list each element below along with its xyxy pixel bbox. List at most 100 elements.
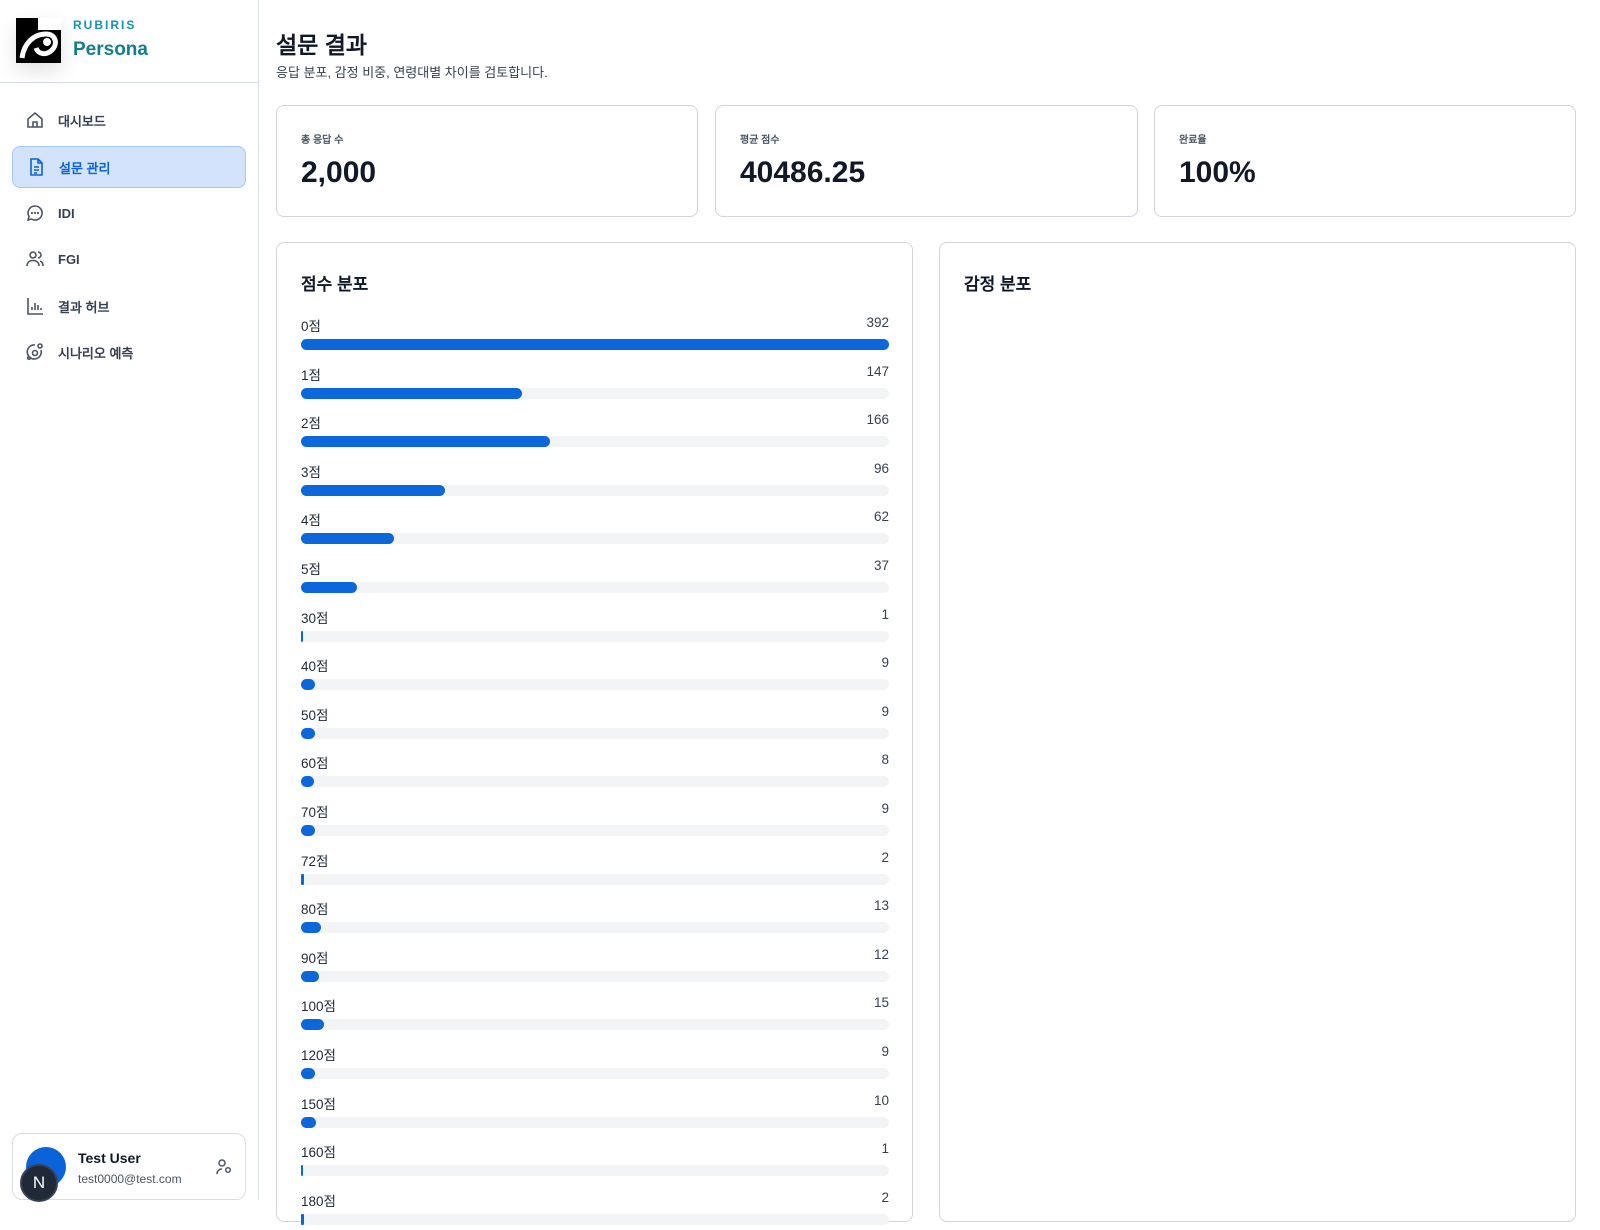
sidebar-item-1[interactable]: 설문 관리 bbox=[12, 146, 246, 188]
bar-label: 72점 bbox=[301, 853, 329, 869]
bar-fill bbox=[301, 1116, 316, 1128]
score-distribution-panel: 점수 분포 0점 392 1점 147 2점 166 3점 96 4점 62 5점 37 30점 1 40점… bbox=[276, 242, 913, 1225]
bar-fill bbox=[301, 922, 321, 934]
bar-track bbox=[301, 776, 889, 788]
sidebar-item-4[interactable]: 결과 허브 bbox=[12, 285, 246, 327]
bar-track bbox=[301, 922, 889, 934]
bar-value: 392 bbox=[866, 315, 889, 330]
score-row: 90점 12 bbox=[301, 947, 889, 987]
bar-track bbox=[301, 582, 889, 593]
bar-value: 8 bbox=[881, 752, 889, 768]
score-row: 5점 37 bbox=[301, 558, 889, 598]
score-row: 60점 8 bbox=[301, 752, 889, 792]
chat-icon bbox=[26, 205, 43, 222]
stat-label: 완료율 bbox=[1179, 135, 1207, 146]
bar-value: 9 bbox=[881, 655, 889, 671]
logo[interactable] bbox=[16, 18, 61, 63]
brand-product: Persona bbox=[73, 39, 148, 60]
bar-fill bbox=[301, 387, 522, 399]
stat-label: 총 응답 수 bbox=[301, 135, 344, 146]
bar-track bbox=[301, 1165, 889, 1177]
home-icon bbox=[27, 111, 43, 128]
stat-value: 2,000 bbox=[301, 156, 377, 189]
bar-track bbox=[301, 533, 889, 545]
user-name: Test User bbox=[78, 1150, 141, 1166]
bar-track bbox=[301, 484, 889, 496]
bar-label: 4점 bbox=[301, 513, 321, 529]
user-settings-icon[interactable] bbox=[215, 1158, 233, 1176]
bar-fill bbox=[301, 679, 315, 691]
bar-label: 1점 bbox=[301, 367, 321, 383]
bar-label: 120점 bbox=[301, 1048, 336, 1063]
bar-fill bbox=[301, 1019, 324, 1031]
bar-label: 90점 bbox=[301, 950, 329, 966]
score-row: 180점 2 bbox=[301, 1190, 889, 1230]
sidebar-item-label: 대시보드 bbox=[58, 113, 106, 129]
bar-value: 9 bbox=[881, 1044, 889, 1059]
sidebar-item-3[interactable]: FGI bbox=[12, 238, 246, 280]
bar-chart-icon bbox=[27, 298, 43, 315]
bar-label: 80점 bbox=[301, 902, 329, 918]
sidebar-item-0[interactable]: 대시보드 bbox=[12, 99, 246, 141]
bar-value: 10 bbox=[873, 1092, 889, 1108]
score-row: 120점 9 bbox=[301, 1044, 889, 1084]
sidebar-item-5[interactable]: 시나리오 예측 bbox=[12, 331, 246, 373]
bar-label: 3점 bbox=[301, 464, 321, 480]
bar-track bbox=[301, 339, 889, 350]
bar-value: 12 bbox=[873, 946, 889, 962]
bar-track bbox=[301, 679, 889, 691]
stat-card-completion: 완료율 100% bbox=[1154, 105, 1576, 217]
bar-track bbox=[301, 1213, 889, 1225]
sidebar-item-label: FGI bbox=[58, 251, 80, 267]
scenario-icon bbox=[26, 343, 43, 361]
user-card[interactable]: N Test User test0000@test.com bbox=[12, 1133, 246, 1202]
bar-fill bbox=[301, 582, 357, 593]
page-title: 설문 결과 bbox=[276, 32, 368, 58]
panel-title: 점수 분포 bbox=[301, 275, 369, 294]
bar-fill bbox=[301, 970, 319, 982]
bar-fill bbox=[301, 1213, 304, 1225]
bar-fill bbox=[301, 727, 315, 739]
bar-label: 150점 bbox=[301, 1096, 336, 1112]
bar-track bbox=[301, 436, 889, 448]
sidebar-item-label: 설문 관리 bbox=[59, 160, 111, 176]
score-row: 80점 13 bbox=[301, 898, 889, 938]
bar-label: 5점 bbox=[301, 562, 321, 577]
score-row: 70점 9 bbox=[301, 801, 889, 841]
bar-fill bbox=[301, 1165, 303, 1177]
bar-fill bbox=[301, 873, 304, 885]
brand-header: RUBIRIS Persona bbox=[0, 0, 258, 83]
stat-value: 40486.25 bbox=[740, 156, 866, 189]
n-badge[interactable]: N bbox=[20, 1164, 58, 1202]
bar-track bbox=[301, 387, 889, 399]
bar-fill bbox=[301, 1068, 315, 1079]
score-row: 4점 62 bbox=[301, 509, 889, 549]
user-email: test0000@test.com bbox=[78, 1172, 182, 1186]
bar-value: 2 bbox=[881, 1189, 889, 1205]
stat-card-total: 총 응답 수 2,000 bbox=[276, 105, 698, 217]
bar-label: 50점 bbox=[301, 707, 329, 723]
bar-label: 0점 bbox=[301, 319, 321, 334]
score-row: 100점 15 bbox=[301, 995, 889, 1035]
stat-label: 평균 점수 bbox=[740, 135, 780, 146]
score-row: 40점 9 bbox=[301, 655, 889, 695]
sidebar-item-2[interactable]: IDI bbox=[12, 192, 246, 234]
bar-fill bbox=[301, 484, 445, 496]
bar-value: 147 bbox=[866, 363, 889, 379]
brand-company: RUBIRIS bbox=[73, 18, 137, 32]
stat-card-average: 평균 점수 40486.25 bbox=[715, 105, 1138, 217]
users-icon bbox=[26, 251, 44, 267]
bar-fill bbox=[301, 436, 550, 448]
bar-track bbox=[301, 727, 889, 739]
bar-label: 40점 bbox=[301, 659, 329, 675]
score-row: 3점 96 bbox=[301, 461, 889, 501]
sentiment-distribution-panel: 감정 분포 bbox=[939, 242, 1576, 1222]
bar-value: 1 bbox=[881, 1141, 889, 1157]
bar-value: 37 bbox=[873, 558, 889, 573]
bar-value: 9 bbox=[881, 801, 889, 816]
bar-label: 70점 bbox=[301, 805, 329, 820]
bar-value: 166 bbox=[866, 412, 889, 428]
bar-track bbox=[301, 970, 889, 982]
score-row: 50점 9 bbox=[301, 704, 889, 744]
